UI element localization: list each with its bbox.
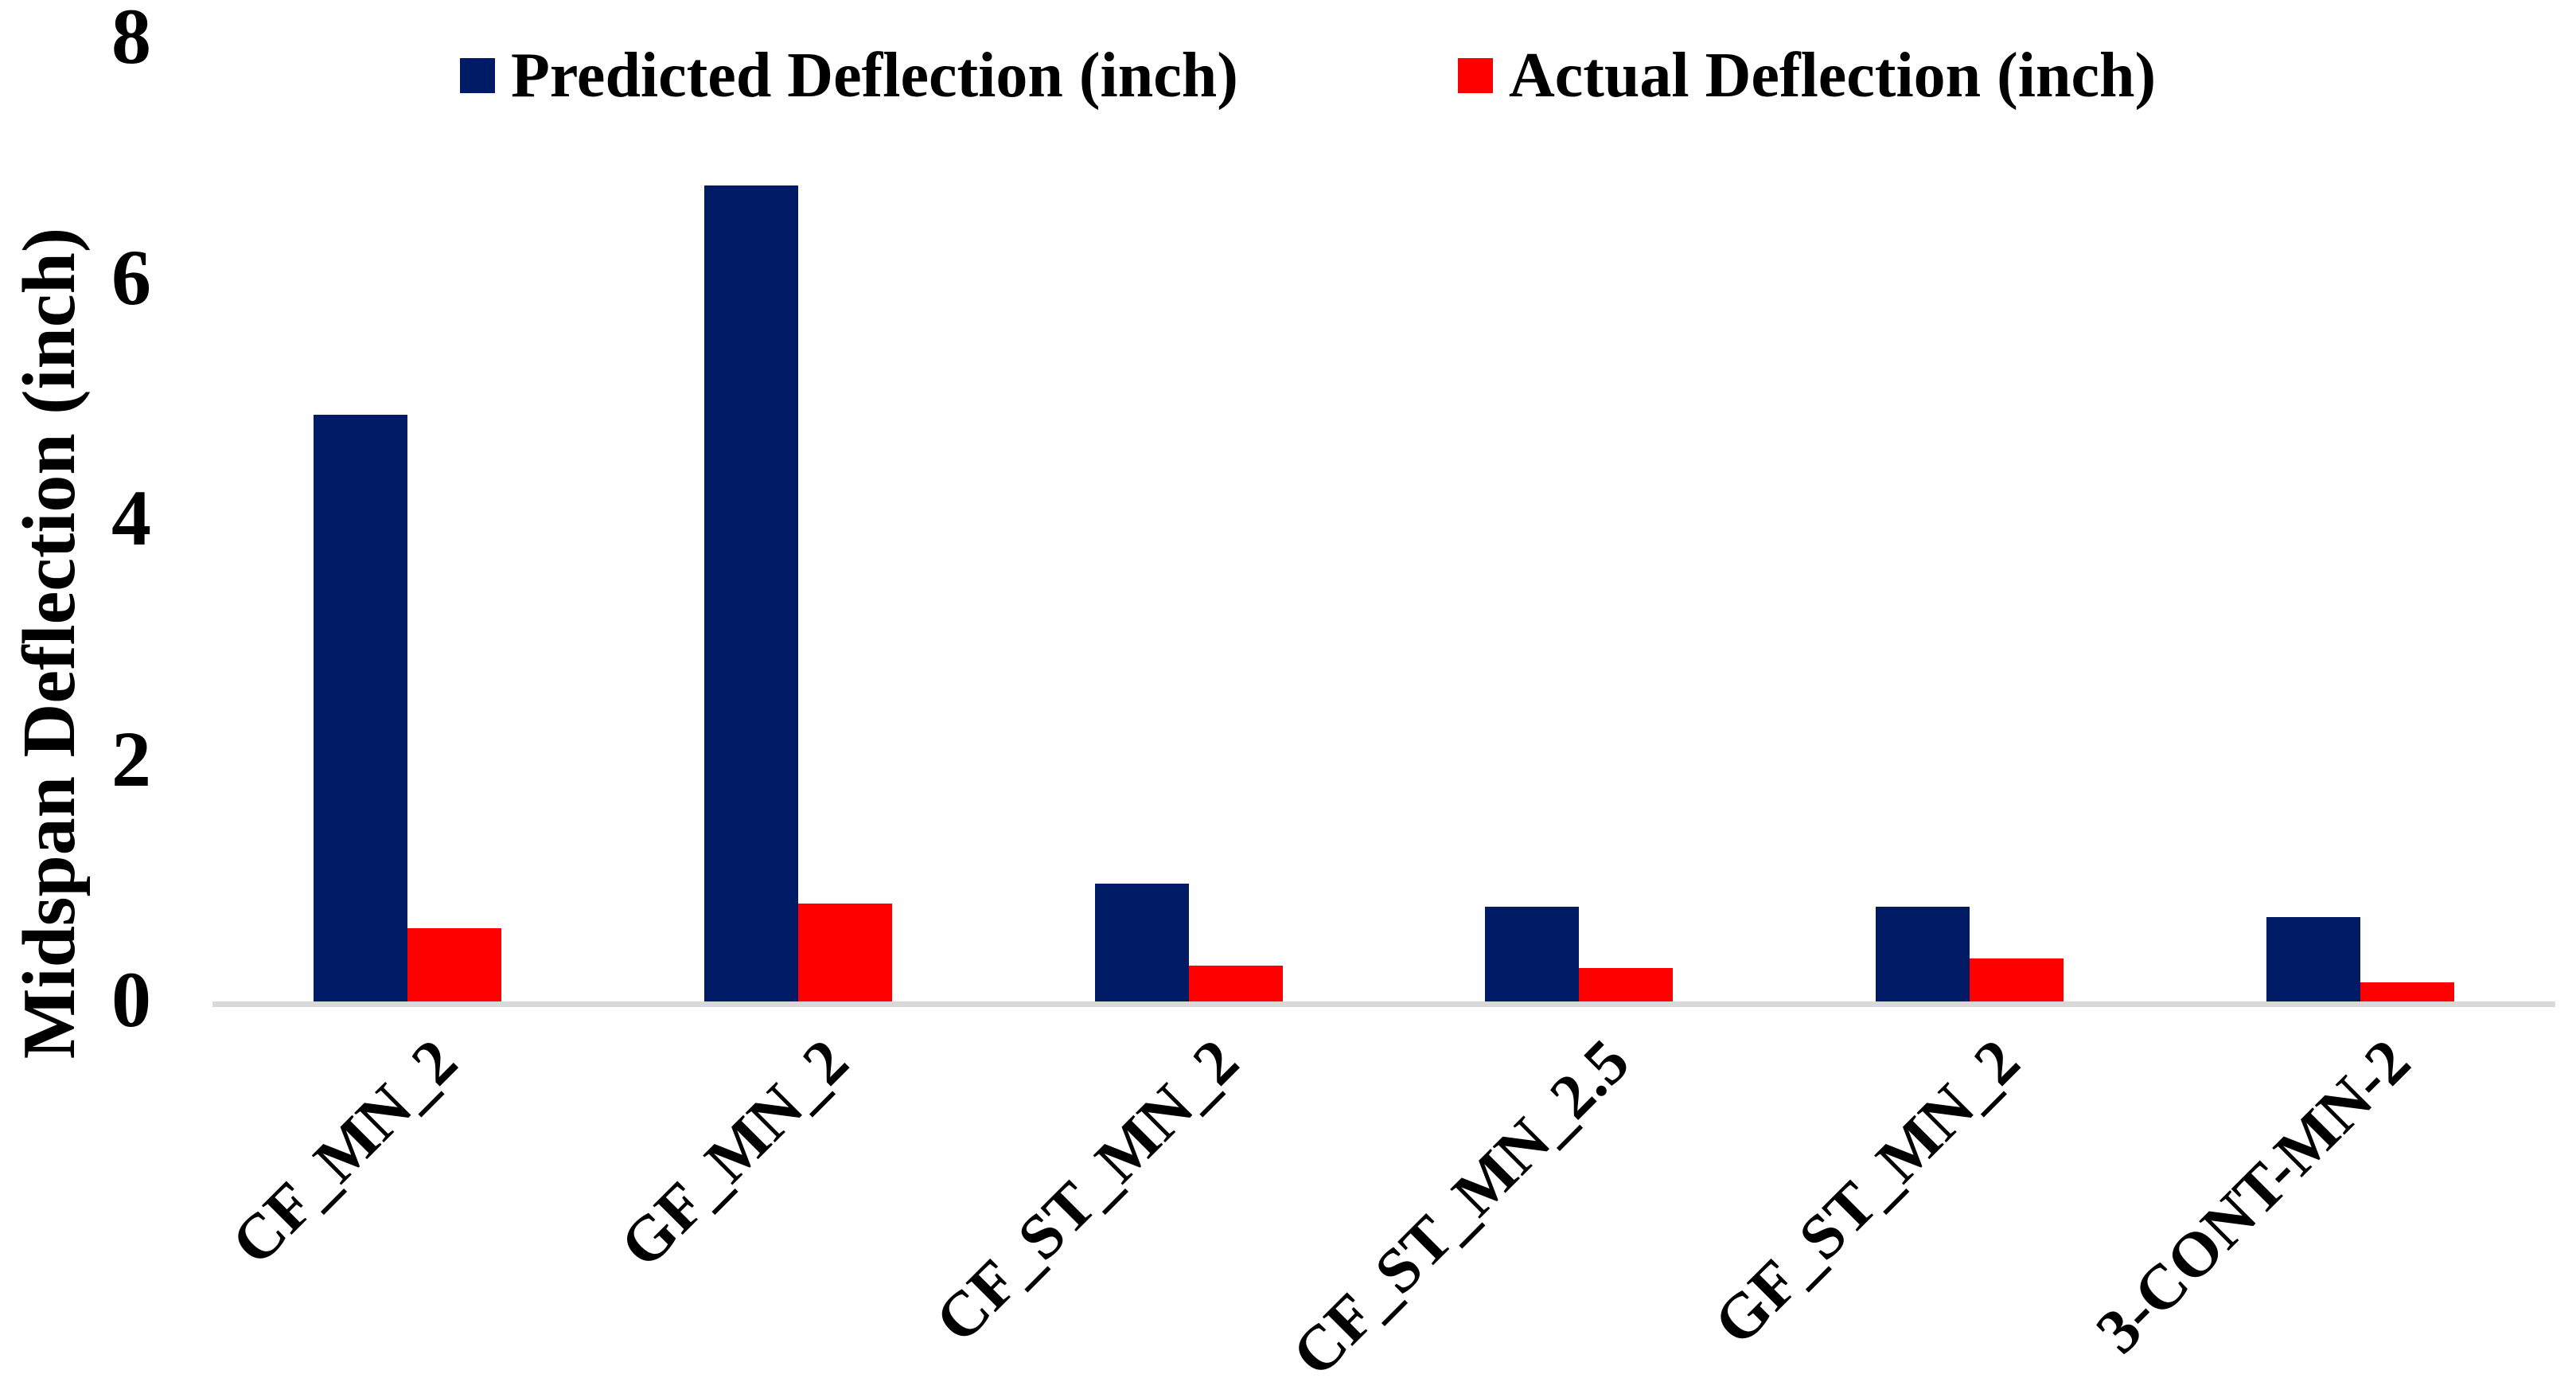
legend-swatch-actual: [1458, 58, 1493, 93]
y-tick-label: 0: [111, 955, 151, 1044]
bar-predicted-gf-st-mn-2: [1876, 907, 1970, 1001]
y-axis-title: Midspan Deflection (inch): [8, 227, 91, 1060]
x-category-label-cf-mn-2: CF_MN_2: [219, 1026, 471, 1278]
legend-swatch-predicted: [460, 58, 495, 93]
bar-actual-cf-st-mn-2: [1189, 966, 1283, 1001]
y-tick-label: 6: [111, 232, 151, 322]
legend-label: Predicted Deflection (inch): [511, 40, 1238, 111]
x-axis-line: [212, 1001, 2555, 1007]
bar-predicted-3-cont-mn-2: [2266, 917, 2360, 1001]
bar-predicted-gf-mn-2: [704, 185, 798, 1001]
y-tick-label: 4: [111, 474, 151, 562]
bar-actual-gf-mn-2: [798, 904, 892, 1001]
x-category-label-cf-st-mn-2: CF_ST_MN_2: [922, 1026, 1253, 1357]
legend-entry-predicted: Predicted Deflection (inch): [460, 40, 1238, 111]
bar-predicted-cf-mn-2: [314, 415, 407, 1001]
y-tick-label: 2: [111, 714, 151, 803]
legend-entry-actual: Actual Deflection (inch): [1458, 40, 2156, 111]
legend-label: Actual Deflection (inch): [1509, 40, 2157, 111]
x-category-label-3-cont-mn-2: 3-CONT-MN-2: [2083, 1026, 2424, 1367]
bar-predicted-cf-st-mn-2-5: [1485, 907, 1579, 1001]
bar-actual-cf-st-mn-2-5: [1579, 968, 1673, 1001]
bar-actual-cf-mn-2: [407, 928, 501, 1001]
bar-actual-gf-st-mn-2: [1970, 958, 2064, 1001]
x-category-label-gf-mn-2: GF_MN_2: [606, 1026, 862, 1282]
bar-predicted-cf-st-mn-2: [1095, 884, 1189, 1001]
y-tick-label: 8: [111, 0, 151, 80]
bar-actual-3-cont-mn-2: [2360, 982, 2454, 1001]
x-category-label-gf-st-mn-2: GF_ST_MN_2: [1701, 1026, 2033, 1359]
x-category-label-cf-st-mn-2-5: CF_ST_MN_2.5: [1279, 1026, 1643, 1378]
